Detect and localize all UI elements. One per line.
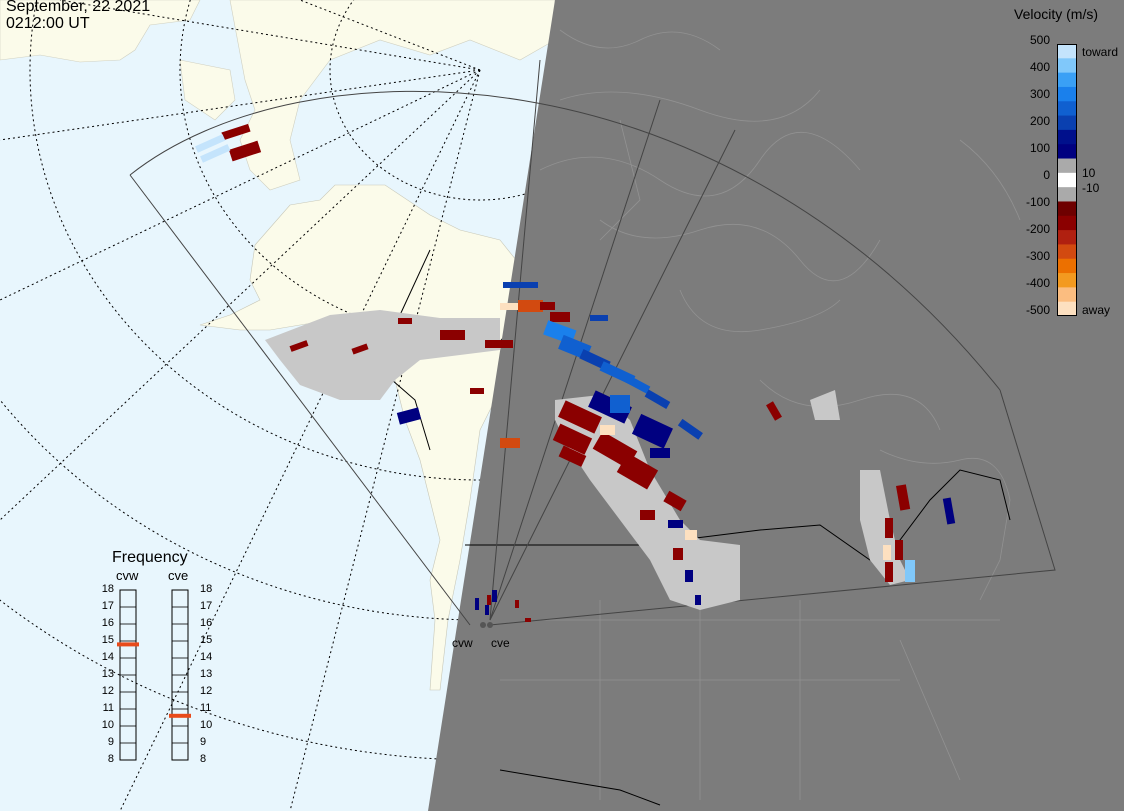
frequency-label-cve: 15	[200, 634, 213, 646]
colorbar-minus10-label: -10	[1082, 181, 1100, 195]
frequency-label-cve: 14	[200, 651, 213, 663]
chukotka-land	[179, 59, 236, 121]
colorbar-swatch	[1057, 258, 1077, 274]
colorbar-swatch	[1057, 129, 1077, 145]
colorbar-swatch	[1057, 187, 1077, 202]
colorbar-swatch	[1057, 244, 1077, 260]
frequency-label-cvw: 13	[101, 668, 114, 680]
colorbar-tick-label: -400	[1025, 276, 1050, 290]
colorbar-toward-label: toward	[1082, 45, 1119, 59]
frequency-label-cve: 8	[200, 753, 207, 765]
frequency-label-cve: 11	[200, 702, 212, 714]
alaska-land	[199, 184, 521, 691]
night-region	[428, 0, 1124, 811]
colorbar-swatch	[1057, 287, 1077, 303]
frequency-label-cvw: 16	[101, 617, 114, 629]
colorbar-plus10-label: 10	[1082, 166, 1096, 180]
frequency-radar-cve: cve	[168, 568, 189, 583]
colorbar-frame	[1057, 44, 1077, 316]
colorbar-swatch	[1057, 44, 1077, 59]
frequency-label-cvw: 9	[107, 736, 114, 748]
frequency-label-cvw: 14	[101, 651, 114, 663]
frequency-label-cve: 17	[200, 600, 213, 612]
fov-east-edge	[489, 389, 1056, 626]
frequency-label-cve: 10	[200, 719, 213, 731]
colorbar-swatch	[1057, 58, 1077, 74]
site-marker-cve	[487, 622, 493, 628]
colorbar-gradient	[1057, 44, 1077, 316]
colorbar-tick-label: -200	[1025, 222, 1050, 236]
colorbar-swatch	[1057, 215, 1077, 231]
frequency-label-cvw: 8	[107, 753, 114, 765]
colorbar-away-label: away	[1082, 303, 1111, 317]
colorbar-swatch	[1057, 172, 1077, 188]
colorbar-swatch	[1057, 115, 1077, 131]
colorbar-swatch	[1057, 273, 1077, 288]
site-marker-cvw	[480, 622, 486, 628]
colorbar-swatch	[1057, 158, 1077, 174]
alaska-border	[399, 249, 431, 316]
colorbar-tick-label: 0	[1043, 168, 1050, 182]
frequency-label-cvw: 10	[101, 719, 114, 731]
frequency-label-cvw: 11	[102, 702, 114, 714]
colorbar-swatch	[1057, 101, 1077, 117]
colorbar-swatch	[1057, 86, 1077, 102]
frequency-label-cve: 9	[200, 736, 207, 748]
colorbar-swatch	[1057, 144, 1077, 160]
frequency-label-cve: 16	[200, 617, 213, 629]
velocity-cells	[195, 123, 956, 622]
siberia-land	[0, 0, 201, 63]
frequency-label-cvw: 17	[101, 600, 114, 612]
frequency-label-cve: 18	[200, 583, 213, 595]
colorbar-swatch	[1057, 201, 1077, 217]
colorbar-tick-label: -100	[1025, 195, 1050, 209]
colorbar-title: Velocity (m/s)	[1014, 6, 1099, 22]
colorbar-tick-label: 400	[1029, 60, 1050, 74]
frequency-scales	[117, 589, 191, 761]
frequency-label-cvw: 15	[101, 634, 114, 646]
frequency-label-cvw: 12	[101, 685, 114, 697]
fov-outer-arc	[129, 90, 1001, 391]
colorbar-swatch	[1057, 72, 1077, 88]
frequency-label-cve: 12	[200, 685, 213, 697]
us-mexico-border	[499, 769, 661, 806]
fov-beam-2	[489, 99, 661, 621]
colorbar-tick-label: 100	[1029, 141, 1050, 155]
night-coastlines	[500, 29, 1021, 800]
colorbar-swatch	[1057, 301, 1077, 316]
frequency-label-cvw: 18	[101, 583, 114, 595]
frequency-radar-cvw: cvw	[116, 568, 139, 583]
date-label: September, 22 2021	[6, 0, 151, 15]
colorbar-tick-label: -500	[1025, 303, 1050, 317]
panhandle-border	[391, 379, 431, 451]
site-label-cve: cve	[491, 636, 510, 650]
colorbar-tick-label: 300	[1029, 87, 1050, 101]
frequency-marker-cvw	[117, 642, 139, 647]
time-label: 0212:00 UT	[6, 15, 90, 32]
frequency-title: Frequency	[112, 549, 188, 566]
site-label-cvw: cvw	[452, 636, 473, 650]
frequency-marker-cve	[169, 713, 191, 718]
colorbar-tick-label: 200	[1029, 114, 1050, 128]
fov-west-edge	[129, 174, 471, 626]
frequency-label-cve: 13	[200, 668, 213, 680]
colorbar-tick-label: 500	[1029, 33, 1050, 47]
colorbar-tick-label: -300	[1025, 249, 1050, 263]
colorbar-swatch	[1057, 230, 1077, 245]
fov-beam-1	[489, 59, 541, 621]
